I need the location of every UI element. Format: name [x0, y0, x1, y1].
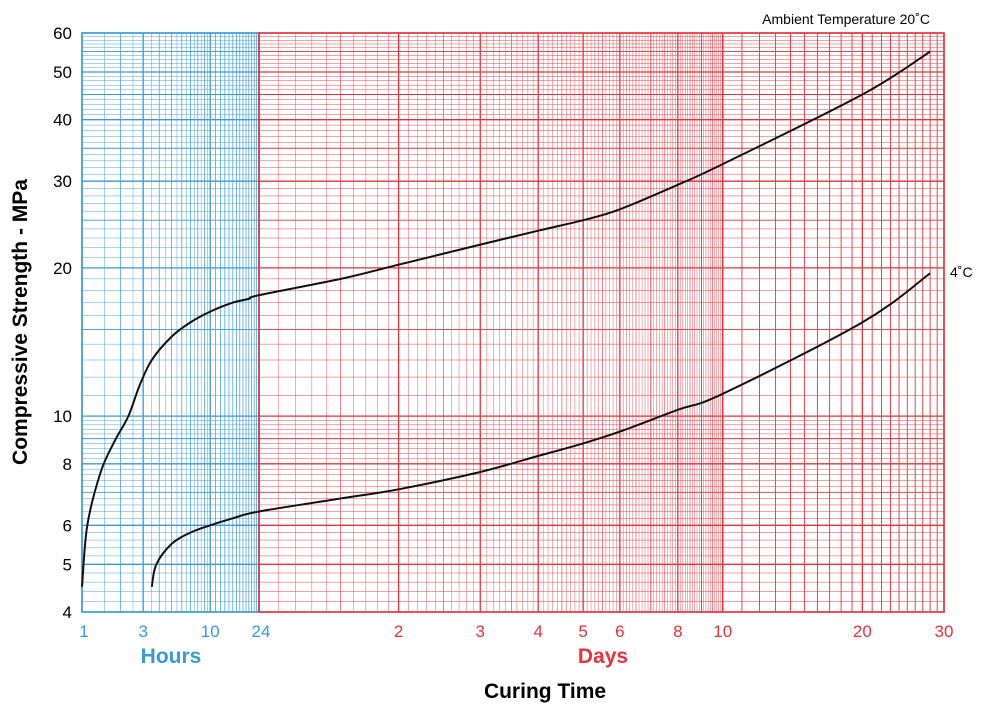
y-tick-label: 30 — [53, 172, 72, 191]
curve-4c — [150, 272, 931, 587]
hours-tick-label: 3 — [138, 622, 147, 641]
days-tick-label: 10 — [713, 622, 732, 641]
days-label: Days — [578, 645, 628, 668]
days-tick-label: 3 — [476, 622, 485, 641]
y-tick-label: 40 — [53, 111, 72, 130]
days-border — [258, 32, 945, 613]
curve-20c — [81, 50, 931, 587]
days-tick-label: 6 — [615, 622, 624, 641]
x-axis-ticks: 1 3 10 24 2 3 4 5 6 8 10 20 30 — [79, 622, 953, 641]
y-axis-ticks: 4 5 6 8 10 20 30 40 50 60 — [53, 24, 72, 622]
y-tick-label: 10 — [53, 407, 72, 426]
curves — [81, 50, 931, 587]
hours-label: Hours — [141, 645, 202, 668]
days-tick-label: 8 — [673, 622, 682, 641]
hours-tick-label: 24 — [252, 622, 271, 641]
y-tick-label: 5 — [63, 555, 72, 574]
days-tick-label: 30 — [935, 622, 954, 641]
y-tick-label: 4 — [63, 603, 72, 622]
chart-annotation: Ambient Temperature 20˚C — [762, 11, 930, 27]
days-tick-label: 2 — [394, 622, 403, 641]
y-tick-label: 60 — [53, 24, 72, 43]
days-tick-label: 5 — [578, 622, 587, 641]
x-axis-title: Curing Time — [484, 680, 606, 703]
y-tick-label: 20 — [53, 259, 72, 278]
hours-grid — [81, 32, 260, 613]
days-tick-label: 20 — [853, 622, 872, 641]
y-tick-label: 6 — [63, 516, 72, 535]
y-tick-label: 50 — [53, 63, 72, 82]
y-axis-title: Compressive Strength - MPa — [9, 179, 32, 465]
days-grid — [258, 32, 945, 613]
hours-tick-label: 10 — [201, 622, 220, 641]
days-tick-label: 4 — [533, 622, 542, 641]
hours-tick-label: 1 — [79, 622, 88, 641]
y-tick-label: 8 — [63, 455, 72, 474]
series-label-4c: 4˚C — [950, 264, 973, 280]
